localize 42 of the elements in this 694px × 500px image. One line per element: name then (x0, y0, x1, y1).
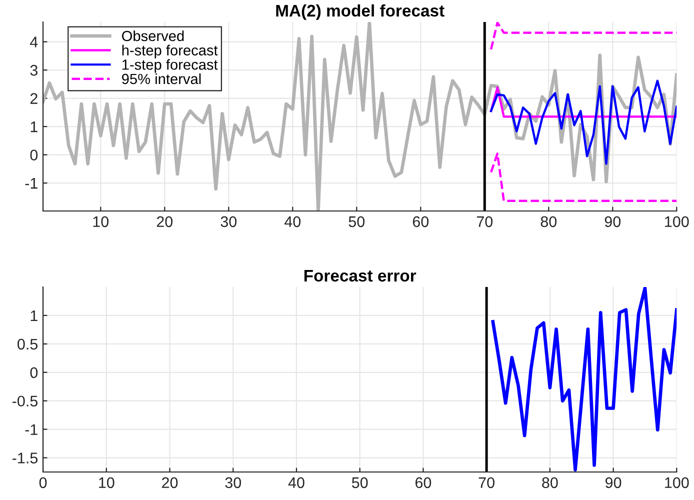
y-tick-label: 1 (30, 310, 38, 321)
x-tick-label: 80 (540, 216, 557, 228)
legend-label: Observed (122, 30, 184, 42)
x-tick-label: 60 (415, 477, 432, 488)
x-tick-label: 90 (606, 477, 622, 488)
x-tick-label: 70 (476, 216, 493, 228)
x-tick-label: 90 (604, 216, 621, 228)
y-tick-label: -1 (25, 178, 38, 189)
x-tick-label: 30 (225, 477, 242, 488)
x-tick-label: 100 (665, 216, 689, 228)
x-tick-label: 70 (478, 477, 494, 488)
legend-label: 95% interval (122, 73, 201, 84)
x-tick-label: 80 (542, 477, 558, 488)
y-tick-label: -0.5 (12, 396, 38, 407)
x-tick-label: 10 (93, 216, 109, 228)
line-series (43, 22, 677, 211)
x-tick-label: 20 (156, 216, 173, 228)
x-tick-label: 40 (288, 477, 304, 488)
legend-label: 1-step forecast (122, 59, 218, 73)
y-tick-label: 1 (30, 122, 38, 132)
x-tick-label: 60 (412, 216, 429, 228)
line-series (491, 287, 677, 472)
chart-title: Forecast error (304, 270, 416, 282)
y-tick-label: 3 (30, 64, 38, 76)
x-tick-label: 50 (348, 216, 365, 228)
x-tick-label: 20 (162, 477, 178, 488)
x-tick-label: 50 (352, 477, 368, 488)
x-tick-label: 40 (284, 216, 301, 228)
x-tick-label: 30 (220, 216, 237, 228)
y-tick-label: 0 (30, 150, 38, 160)
x-tick-label: 0 (39, 477, 47, 488)
y-tick-label: 0 (30, 367, 38, 378)
chart-title: MA(2) model forecast (276, 4, 444, 20)
y-tick-label: -1.5 (12, 452, 38, 464)
y-tick-label: 2 (30, 93, 38, 104)
x-tick-label: 10 (99, 477, 114, 488)
legend-label: h-step forecast (122, 44, 218, 58)
y-tick-label: 4 (30, 36, 38, 48)
y-tick-label: 0.5 (18, 338, 38, 350)
x-tick-label: 100 (665, 477, 689, 488)
line-series (490, 80, 677, 165)
y-tick-label: -1 (25, 424, 38, 435)
